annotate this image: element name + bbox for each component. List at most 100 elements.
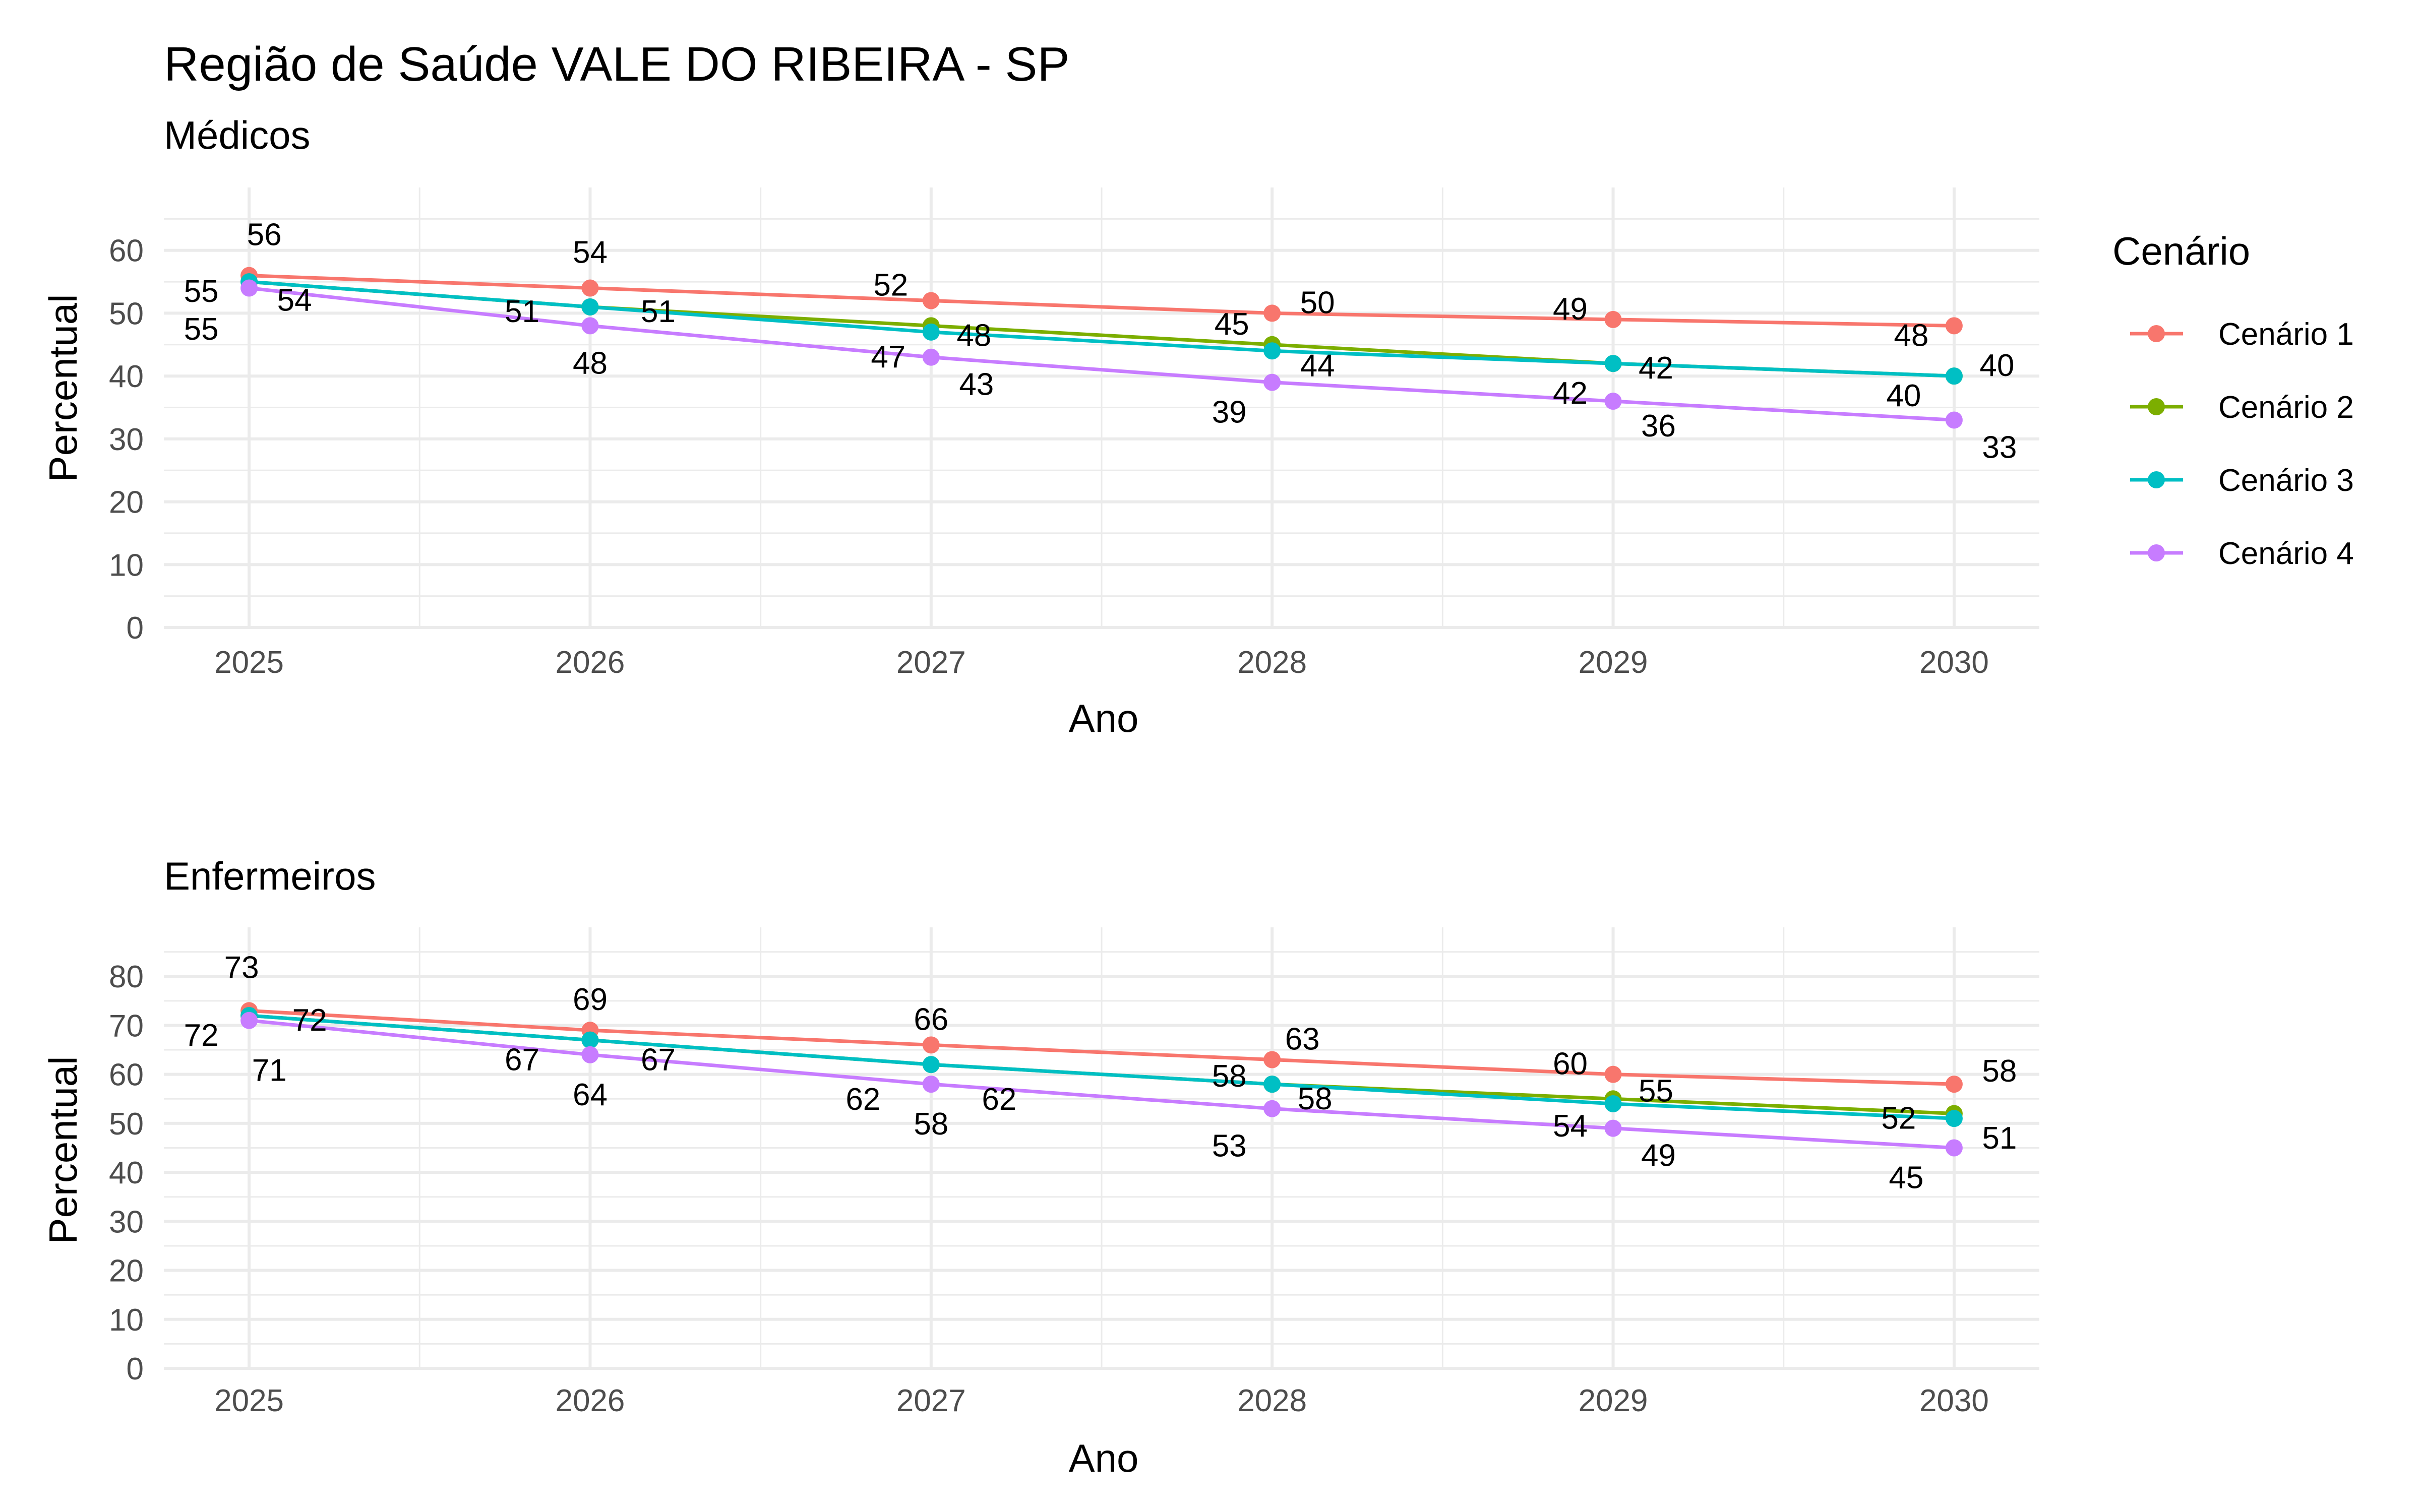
data-point (581, 317, 599, 335)
data-label: 50 (1300, 285, 1335, 320)
y-tick-label: 30 (109, 1205, 144, 1239)
data-point (1945, 1110, 1963, 1127)
series-line-1 (249, 274, 1954, 328)
legend-key-point (2148, 544, 2165, 561)
data-label: 64 (573, 1078, 608, 1112)
data-point (922, 348, 940, 366)
data-label: 67 (505, 1043, 539, 1078)
x-axis-label-medicos: Ano (1069, 696, 1139, 740)
legend-item-label: Cenário 3 (2218, 463, 2354, 498)
legend-item-label: Cenário 2 (2218, 390, 2354, 425)
y-tick-label: 60 (109, 234, 144, 269)
data-point (1945, 317, 1963, 335)
panel-subtitle-enfermeiros: Enfermeiros (164, 854, 376, 898)
panel-subtitle-medicos: Médicos (164, 113, 310, 157)
data-label: 63 (1285, 1022, 1320, 1057)
data-label: 56 (247, 218, 282, 253)
y-tick-label: 40 (109, 359, 144, 394)
y-tick-label: 70 (109, 1009, 144, 1043)
data-label: 54 (573, 235, 608, 270)
data-label: 49 (1553, 292, 1588, 327)
series-line-3 (249, 280, 1955, 378)
data-point (1604, 1119, 1622, 1137)
data-point (240, 1012, 258, 1029)
x-tick-label: 2030 (1919, 1383, 1989, 1418)
data-point (581, 1031, 599, 1049)
data-point (922, 292, 940, 309)
y-tick-label: 80 (109, 960, 144, 994)
data-label: 47 (871, 340, 905, 374)
legend-key-point (2148, 325, 2165, 342)
x-tick-label: 2027 (896, 1383, 966, 1418)
data-label: 42 (1639, 351, 1673, 386)
grid (164, 927, 2039, 1370)
series-line-4 (249, 1019, 1955, 1150)
x-tick-label: 2028 (1237, 645, 1307, 680)
data-label: 51 (505, 294, 539, 329)
data-label: 54 (1553, 1109, 1588, 1144)
x-axis-label-enfermeiros: Ano (1069, 1436, 1139, 1480)
data-label: 72 (184, 1018, 219, 1053)
data-label: 45 (1215, 307, 1249, 342)
data-point (240, 279, 258, 297)
data-point (1945, 1076, 1963, 1093)
data-label: 72 (292, 1003, 327, 1038)
data-point (1604, 393, 1622, 410)
y-tick-label: 20 (109, 1254, 144, 1289)
data-label: 48 (1894, 318, 1928, 353)
x-tick-label: 2025 (214, 1383, 284, 1418)
data-point (922, 1036, 940, 1054)
data-point (922, 1076, 940, 1093)
data-label: 62 (982, 1082, 1016, 1117)
legend: Cenário Cenário 1 Cenário 2 Cenário 3 Cenár… (2112, 229, 2354, 571)
grid (164, 187, 2039, 629)
data-point (1604, 1065, 1622, 1083)
data-point (922, 323, 940, 341)
x-tick-label: 2030 (1919, 645, 1989, 680)
data-label: 52 (1881, 1101, 1916, 1136)
data-label: 52 (873, 268, 908, 302)
y-tick-label: 60 (109, 1058, 144, 1093)
data-label: 67 (641, 1043, 676, 1078)
data-label: 69 (573, 982, 608, 1017)
data-label: 58 (1982, 1054, 2017, 1089)
series-group (240, 1002, 1963, 1157)
data-label: 45 (1889, 1161, 1923, 1195)
x-tick-label: 2029 (1579, 1383, 1648, 1418)
data-label: 43 (959, 367, 994, 402)
data-labels: 56 54 52 50 49 48 55 51 48 45 42 40 55 51 47 44 42 40 54 48… (184, 218, 2017, 465)
y-tick-label: 40 (109, 1156, 144, 1190)
y-tick-label: 50 (109, 296, 144, 331)
data-label: 48 (956, 318, 991, 353)
data-point (1604, 1095, 1622, 1112)
series-group (240, 267, 1963, 429)
data-point (1604, 355, 1622, 372)
data-label: 39 (1212, 395, 1247, 430)
data-point (581, 279, 599, 297)
x-tick-label: 2027 (896, 645, 966, 680)
y-tick-label: 0 (127, 611, 144, 646)
data-label: 62 (845, 1082, 880, 1117)
legend-key-point (2148, 398, 2165, 415)
data-label: 55 (1639, 1074, 1673, 1108)
data-point (1604, 310, 1622, 328)
x-tick-label: 2029 (1579, 645, 1648, 680)
data-point (581, 1046, 599, 1063)
legend-key-point (2148, 471, 2165, 488)
data-label: 58 (914, 1107, 948, 1142)
data-label: 51 (1982, 1121, 2017, 1156)
x-tick-label: 2026 (555, 1383, 625, 1418)
data-point (1945, 411, 1963, 429)
data-label: 58 (1212, 1059, 1247, 1094)
x-tick-label: 2026 (555, 645, 625, 680)
data-label: 40 (1979, 348, 2014, 383)
data-label: 33 (1982, 430, 2017, 465)
data-label: 60 (1553, 1047, 1588, 1082)
data-label: 66 (914, 1002, 948, 1037)
series-line-1 (249, 1009, 1955, 1086)
data-label: 53 (1212, 1129, 1247, 1164)
data-point (922, 1056, 940, 1074)
data-labels: 73 69 66 63 60 58 72 67 62 58 55 52 72 67 62 58 54 51 71 64… (184, 950, 2017, 1195)
data-label: 71 (252, 1053, 287, 1088)
